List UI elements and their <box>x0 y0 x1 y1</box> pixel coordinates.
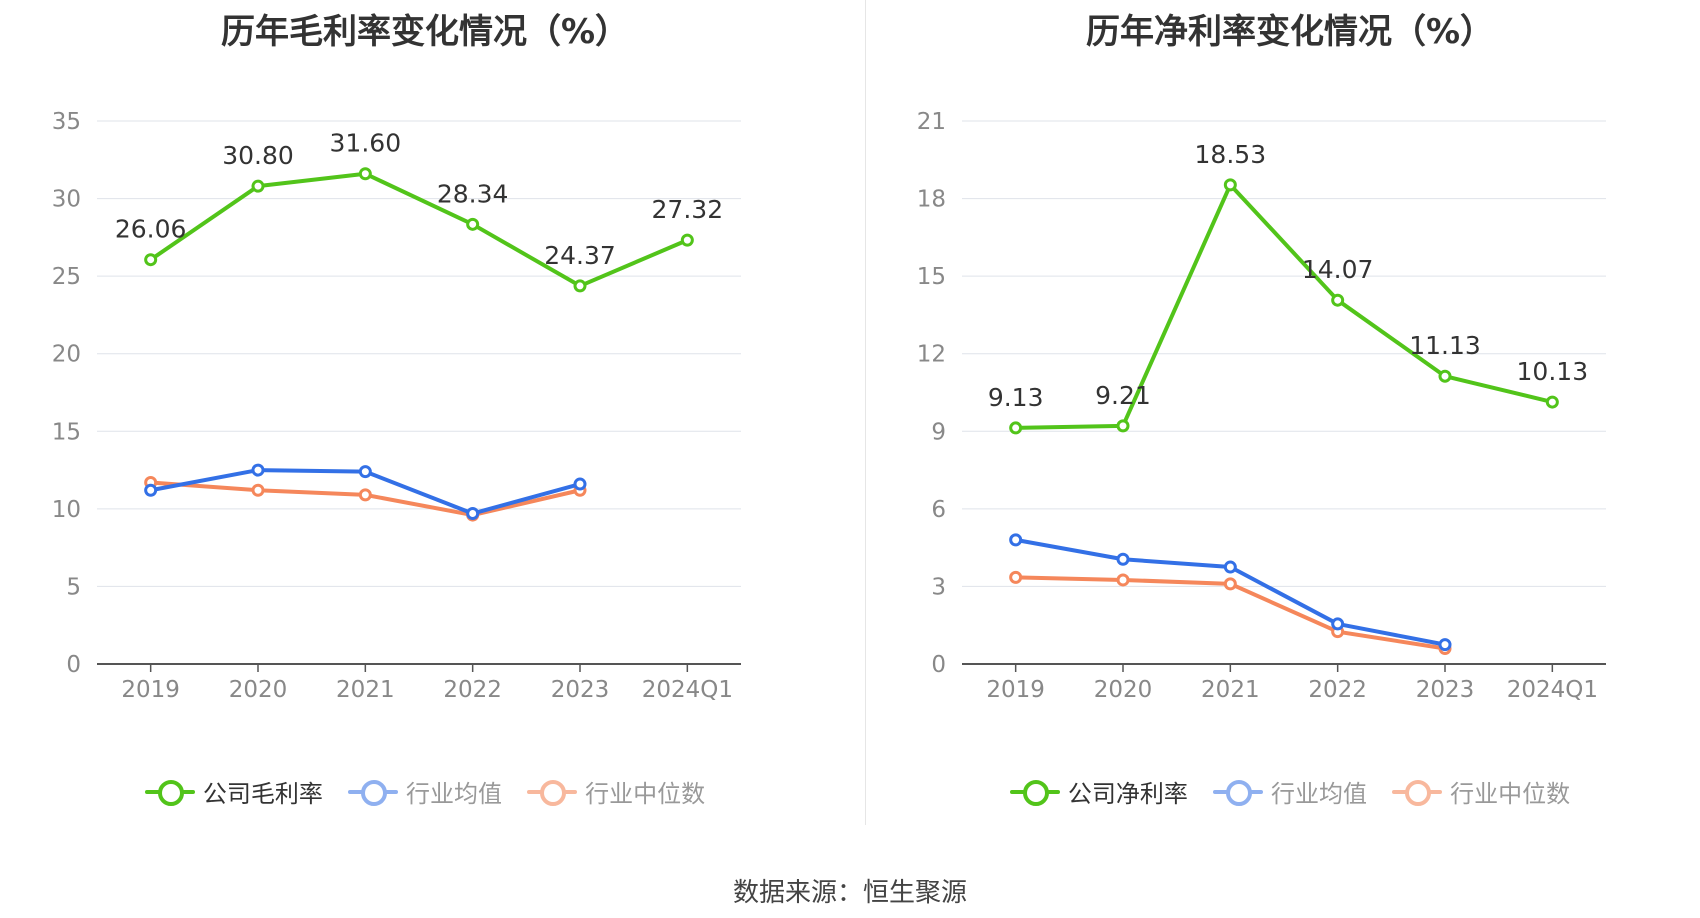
x-tick-label: 2020 <box>229 677 288 703</box>
data-point-company <box>1116 419 1130 433</box>
legend: 公司毛利率 行业均值 行业中位数 <box>0 774 850 809</box>
series-line-company <box>149 171 689 288</box>
data-point-company <box>466 217 480 231</box>
data-label: 28.34 <box>437 179 509 208</box>
data-point-median <box>1116 573 1130 587</box>
data-label: 18.53 <box>1195 140 1267 169</box>
data-point-avg <box>1331 617 1345 631</box>
data-point-avg <box>251 463 265 477</box>
legend-median-marker <box>527 779 578 806</box>
data-point-company <box>1331 293 1345 307</box>
series-line-company <box>1015 182 1553 430</box>
y-tick-label: 35 <box>52 109 81 135</box>
panel-divider <box>865 0 866 825</box>
y-tick-label: 10 <box>52 497 81 523</box>
data-point-company <box>1545 395 1559 409</box>
legend-avg-marker <box>348 779 398 806</box>
data-point-company <box>1438 369 1452 383</box>
data-point-median <box>1223 577 1237 591</box>
legend-label: 行业均值 <box>1271 780 1367 808</box>
y-tick-label: 12 <box>917 342 946 368</box>
data-label: 24.37 <box>544 241 616 270</box>
legend: 公司净利率 行业均值 行业中位数 <box>865 774 1700 809</box>
legend-company-marker <box>1009 779 1060 806</box>
legend-label: 行业中位数 <box>585 780 706 808</box>
x-tick-label: 2019 <box>121 677 180 703</box>
legend-item-company[interactable]: 公司净利率 <box>1009 774 1188 809</box>
legend-label: 行业均值 <box>406 780 502 808</box>
data-point-avg <box>144 483 158 497</box>
data-point-avg <box>1223 560 1237 574</box>
data-point-avg <box>573 477 587 491</box>
data-label: 11.13 <box>1409 331 1481 360</box>
data-point-median <box>358 488 372 502</box>
x-tick-label: 2022 <box>443 677 502 703</box>
data-label: 26.06 <box>115 215 187 244</box>
data-label: 9.21 <box>1095 381 1151 410</box>
data-label: 27.32 <box>652 195 724 224</box>
data-point-avg <box>1009 533 1023 547</box>
y-tick-label: 0 <box>931 652 946 678</box>
y-tick-label: 6 <box>931 497 946 523</box>
legend-avg-marker <box>1213 779 1263 806</box>
data-point-company <box>251 179 265 193</box>
y-tick-label: 15 <box>52 419 81 445</box>
data-point-median <box>1009 570 1023 584</box>
net-margin-plot: 0 3 6 9 12 15 18 21 2019 2020 2021 2022 2023 2024Q1 9.… <box>917 109 1606 703</box>
x-tick-label: 2023 <box>551 677 610 703</box>
data-point-company <box>144 253 158 267</box>
y-tick-label: 9 <box>931 419 946 445</box>
x-tick-label: 2021 <box>1201 677 1260 703</box>
x-tick-label: 2019 <box>986 677 1045 703</box>
data-point-avg <box>1438 638 1452 652</box>
y-tick-label: 21 <box>917 109 946 135</box>
data-label: 10.13 <box>1517 357 1589 386</box>
x-tick-label: 2022 <box>1308 677 1367 703</box>
data-point-company <box>358 167 372 181</box>
x-tick-label: 2023 <box>1416 677 1475 703</box>
legend-median-marker <box>1392 779 1443 806</box>
data-label: 30.80 <box>222 141 294 170</box>
legend-item-company[interactable]: 公司毛利率 <box>144 774 323 809</box>
y-tick-label: 25 <box>52 264 81 290</box>
chart-title: 历年毛利率变化情况（%） <box>220 12 630 52</box>
data-point-company <box>573 279 587 293</box>
chart-title: 历年净利率变化情况（%） <box>1085 12 1495 52</box>
y-tick-label: 20 <box>52 342 81 368</box>
legend-item-median[interactable]: 行业中位数 <box>1392 774 1570 809</box>
y-tick-label: 3 <box>931 574 946 600</box>
y-tick-label: 15 <box>917 264 946 290</box>
data-point-avg <box>358 465 372 479</box>
data-point-company <box>1223 178 1237 192</box>
legend-item-median[interactable]: 行业中位数 <box>527 774 705 809</box>
data-source-note: 数据来源：恒生聚源 <box>732 878 967 908</box>
legend-label: 公司净利率 <box>1067 780 1188 808</box>
series-line-avg <box>1015 537 1446 647</box>
gross-margin-plot: 0 5 10 15 20 25 30 35 2019 2020 2021 2022 2023 2024Q1… <box>52 109 741 703</box>
y-tick-label: 5 <box>66 574 81 600</box>
legend-item-avg[interactable]: 行业均值 <box>1213 774 1367 809</box>
data-label: 31.60 <box>330 129 402 158</box>
net-margin-chart: 历年净利率变化情况（%） 0 3 6 9 12 15 18 21 2019 2020 2021 202… <box>865 0 1700 830</box>
x-tick-label: 2021 <box>336 677 395 703</box>
data-point-median <box>251 483 265 497</box>
y-tick-label: 30 <box>52 187 81 213</box>
legend-company-marker <box>144 779 195 806</box>
data-point-company <box>1009 421 1023 435</box>
data-point-company <box>680 233 694 247</box>
data-label: 14.07 <box>1302 255 1374 284</box>
x-tick-label: 2020 <box>1094 677 1153 703</box>
legend-label: 行业中位数 <box>1450 780 1571 808</box>
legend-label: 公司毛利率 <box>202 780 323 808</box>
data-point-avg <box>466 507 480 521</box>
gross-margin-chart: 历年毛利率变化情况（%） 0 5 10 15 20 25 30 35 2019 2020 2021 2… <box>0 0 850 830</box>
y-tick-label: 18 <box>917 187 946 213</box>
y-tick-label: 0 <box>66 652 81 678</box>
x-tick-label: 2024Q1 <box>1507 677 1598 703</box>
legend-item-avg[interactable]: 行业均值 <box>348 774 502 809</box>
data-label: 9.13 <box>988 383 1044 412</box>
x-tick-label: 2024Q1 <box>642 677 733 703</box>
data-point-avg <box>1116 552 1130 566</box>
